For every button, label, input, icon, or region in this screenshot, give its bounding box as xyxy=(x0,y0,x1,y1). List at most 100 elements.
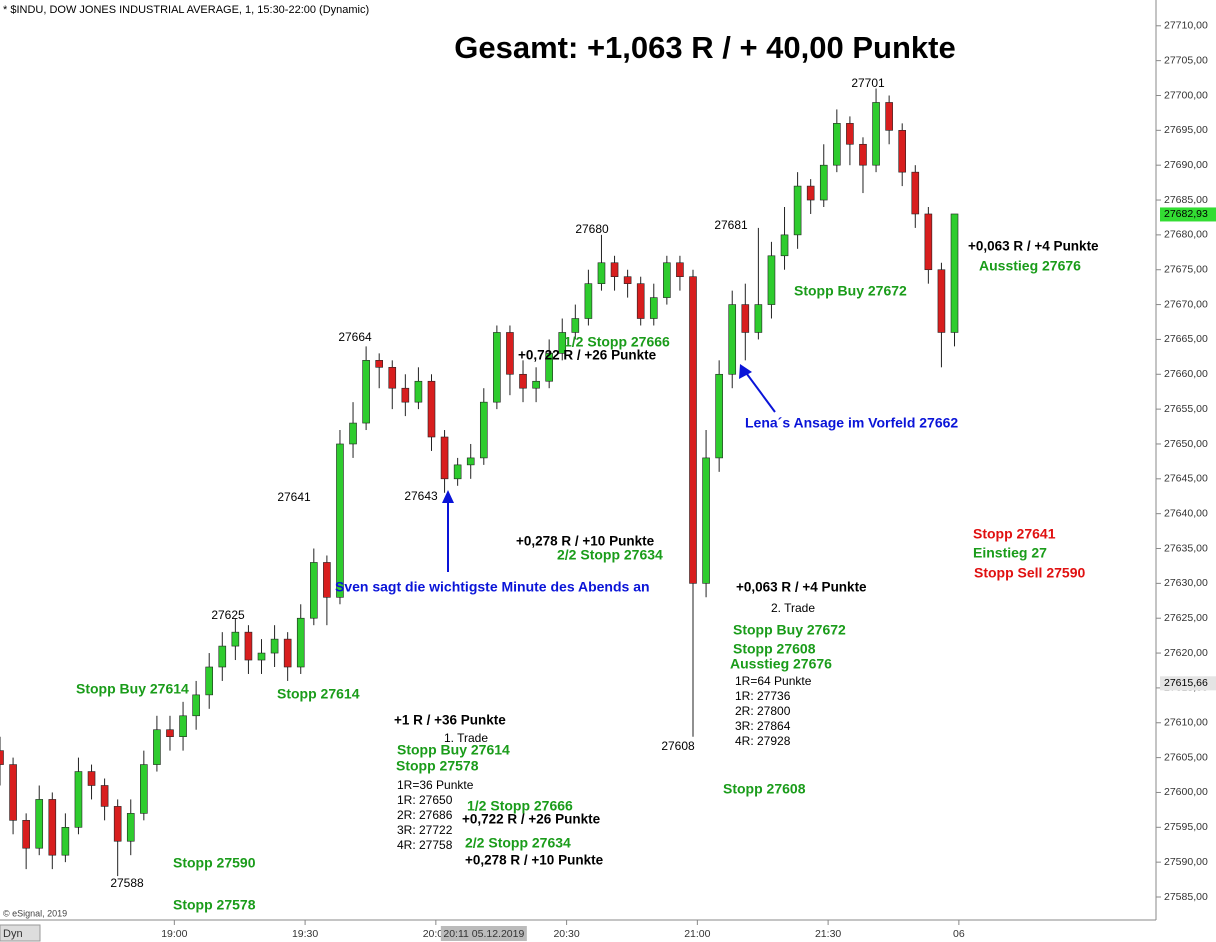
note-small: 2R: 27686 xyxy=(397,808,453,822)
annotations: * $INDU, DOW JONES INDUSTRIAL AVERAGE, 1… xyxy=(0,4,1099,942)
y-tick-label: 27680,00 xyxy=(1164,229,1208,241)
candle-body xyxy=(806,185,815,201)
candle-body xyxy=(61,827,70,856)
y-tick-label: 27585,00 xyxy=(1164,891,1208,903)
candle-body xyxy=(846,123,854,145)
x-tick-label: 21:30 xyxy=(815,928,841,940)
candle-body xyxy=(166,729,174,737)
candle-body xyxy=(689,276,697,584)
x-tick-label: 19:30 xyxy=(292,928,318,940)
last-price: 27682,93 xyxy=(1164,208,1208,220)
candle-body xyxy=(35,799,44,849)
candle-body xyxy=(780,234,789,257)
candle-body xyxy=(9,764,17,821)
price-label: 27681 xyxy=(714,218,748,232)
cursor-label: 20:11 05.12.2019 xyxy=(443,928,524,940)
candle-body xyxy=(48,799,57,856)
note: Stopp 27614 xyxy=(277,686,360,702)
note: Stopp Buy 27614 xyxy=(76,681,189,697)
result: +0,278 R / +10 Punkte xyxy=(465,853,604,868)
result: +0,063 R / +4 Punkte xyxy=(968,239,1099,254)
result: +0,722 R / +26 Punkte xyxy=(462,812,601,827)
mode-label[interactable]: Dyn xyxy=(3,928,23,940)
note: Stopp 27578 xyxy=(173,897,256,913)
candle-body xyxy=(793,185,802,236)
note-small: 2R: 27800 xyxy=(735,704,791,718)
note-small: 3R: 27864 xyxy=(735,719,791,733)
candle-body xyxy=(702,457,710,584)
y-tick-label: 27685,00 xyxy=(1164,194,1208,206)
last-price-box xyxy=(1160,207,1216,222)
price-label: 27625 xyxy=(211,608,245,622)
y-tick-label: 27640,00 xyxy=(1164,507,1208,519)
candle-body xyxy=(676,262,684,277)
candle-body xyxy=(113,806,122,842)
cursor-label-box xyxy=(440,926,527,941)
note: Stopp 27578 xyxy=(396,758,479,774)
candle-body xyxy=(440,436,449,480)
candle-body xyxy=(218,645,227,668)
candle-body xyxy=(911,171,920,215)
candle-body xyxy=(741,304,750,333)
candle-body xyxy=(323,562,331,598)
candle-body xyxy=(532,380,540,389)
candle-body xyxy=(362,360,370,424)
note: Stopp Buy 27614 xyxy=(397,742,510,758)
note-small: 1R=64 Punkte xyxy=(735,674,812,688)
note: Stopp 27590 xyxy=(173,855,256,871)
candle-body xyxy=(584,283,593,319)
x-tick-label: 06 xyxy=(953,928,965,940)
note: Stopp Sell 27590 xyxy=(974,565,1085,581)
marker-price-box xyxy=(1160,676,1216,691)
y-tick-label: 27665,00 xyxy=(1164,333,1208,345)
y-tick-label: 27660,00 xyxy=(1164,368,1208,380)
note-small: 4R: 27758 xyxy=(397,838,453,852)
candle-body xyxy=(545,353,553,382)
price-label: 27588 xyxy=(110,876,144,890)
y-tick-label: 27595,00 xyxy=(1164,821,1208,833)
candle-body xyxy=(519,373,527,389)
price-label: 27643 xyxy=(404,489,438,503)
price-label: 27641 xyxy=(277,490,311,504)
candle-body xyxy=(558,332,567,354)
candle-body xyxy=(715,373,723,459)
note: Stopp Buy 27672 xyxy=(794,283,907,299)
candle-body xyxy=(126,813,135,842)
y-tick-label: 27670,00 xyxy=(1164,298,1208,310)
y-tick-label: 27655,00 xyxy=(1164,403,1208,415)
note: Stopp 27608 xyxy=(723,781,806,797)
y-tick-label: 27645,00 xyxy=(1164,473,1208,485)
note: Ausstieg 27676 xyxy=(979,258,1081,274)
note: 2/2 Stopp 27634 xyxy=(465,835,571,851)
candle-body xyxy=(179,715,187,737)
y-tick-label: 27590,00 xyxy=(1164,856,1208,868)
note: 1/2 Stopp 27666 xyxy=(467,798,573,814)
y-tick-label: 27710,00 xyxy=(1164,20,1208,32)
y-tick-label: 27620,00 xyxy=(1164,647,1208,659)
candle-body xyxy=(87,771,96,786)
y-tick-label: 27650,00 xyxy=(1164,438,1208,450)
candle-body xyxy=(453,464,462,480)
watermark: © eSignal, 2019 xyxy=(3,908,67,918)
price-label: 27664 xyxy=(338,330,372,344)
candle-body xyxy=(859,143,867,166)
candle-body xyxy=(244,631,253,661)
marker-price: 27615,66 xyxy=(1164,677,1208,689)
y-tick-label: 27690,00 xyxy=(1164,159,1208,171)
note: Einstieg 27 xyxy=(973,545,1047,561)
y-tick-label: 27630,00 xyxy=(1164,577,1208,589)
chart-title: Gesamt: +1,063 R / + 40,00 Punkte xyxy=(454,30,955,65)
price-label: 27680 xyxy=(575,222,609,236)
candle-body xyxy=(296,617,305,668)
mode-button[interactable] xyxy=(0,924,41,942)
candle-body xyxy=(22,820,30,849)
candle-body xyxy=(466,457,475,466)
candle-body xyxy=(0,750,4,765)
y-tick-label: 27695,00 xyxy=(1164,124,1208,136)
candle-body xyxy=(937,269,946,333)
candle-body xyxy=(649,297,658,319)
x-tick-label: 19:00 xyxy=(161,928,187,940)
candle-body xyxy=(767,255,776,305)
